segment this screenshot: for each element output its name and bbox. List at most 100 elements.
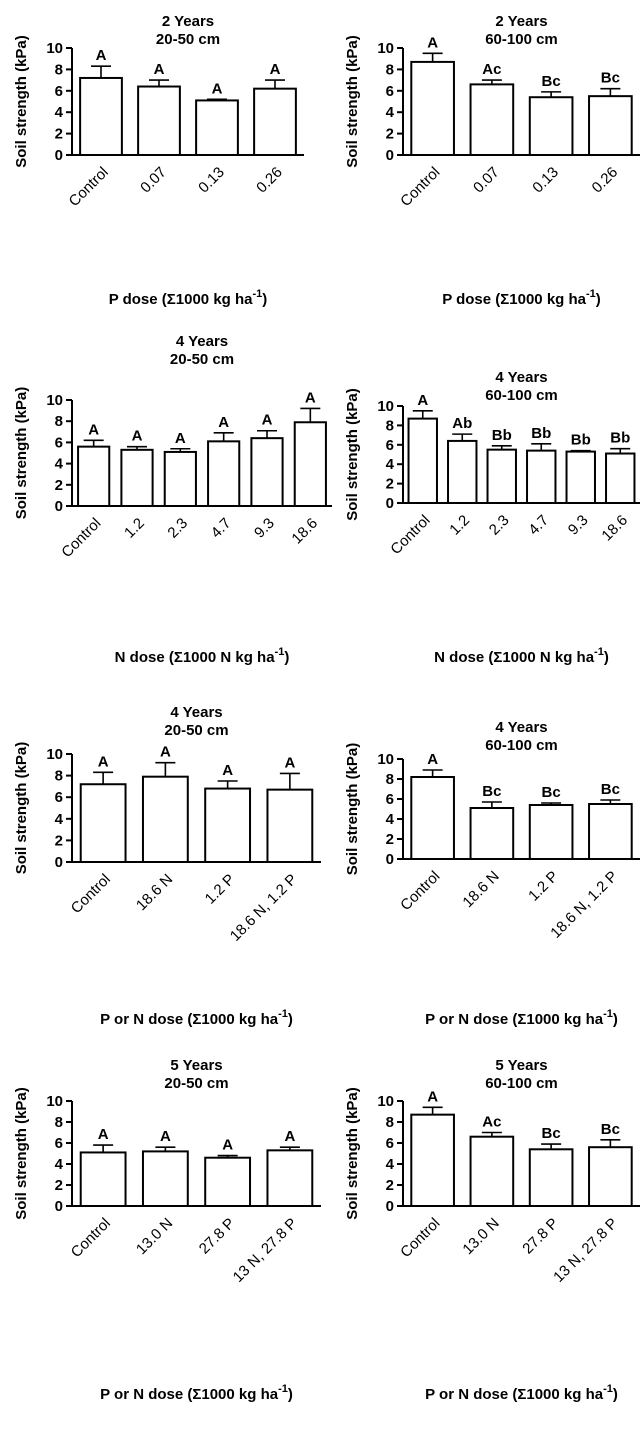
significance-letter: Bb bbox=[571, 432, 591, 449]
x-axis-label: P or N dose (Σ1000 kg ha-1) bbox=[425, 1383, 618, 1403]
y-tick-label: 8 bbox=[386, 61, 394, 78]
y-tick-label: 0 bbox=[55, 147, 63, 164]
y-tick-label: 4 bbox=[55, 811, 64, 828]
significance-letter: A bbox=[262, 412, 273, 429]
bar bbox=[469, 807, 515, 860]
x-tick-label: 1.2 P bbox=[525, 868, 562, 905]
significance-letter: Ac bbox=[482, 1114, 501, 1131]
x-tick-label: 4.7 bbox=[525, 512, 552, 539]
x-tick-label: 27.8 P bbox=[196, 1215, 239, 1258]
significance-letter: A bbox=[212, 80, 223, 97]
panel-subtitle: 20-50 cm bbox=[164, 722, 228, 739]
significance-letter: A bbox=[98, 1126, 109, 1143]
x-axis-label: P or N dose (Σ1000 kg ha-1) bbox=[100, 1008, 293, 1028]
y-tick-label: 4 bbox=[55, 1156, 64, 1173]
panel-title: 5 Years bbox=[495, 1057, 547, 1074]
bar bbox=[410, 60, 455, 156]
x-axis-label-exponent: -1 bbox=[603, 1008, 613, 1020]
significance-letter: A bbox=[98, 753, 109, 770]
y-axis-label: Soil strength (kPa) bbox=[344, 35, 361, 168]
x-tick-label: 0.26 bbox=[253, 164, 286, 197]
x-tick-label: 1.2 P bbox=[202, 871, 239, 908]
bar bbox=[447, 439, 478, 505]
significance-letter: A bbox=[305, 389, 316, 406]
y-tick-label: 6 bbox=[55, 1135, 63, 1152]
significance-letter: A bbox=[222, 1137, 233, 1154]
x-tick-label: 2.3 bbox=[164, 515, 191, 542]
x-tick-label: 0.13 bbox=[529, 164, 562, 197]
significance-letter: Bb bbox=[610, 430, 630, 447]
x-tick-label: Control bbox=[397, 1215, 443, 1261]
x-axis-label-close: ) bbox=[288, 1011, 293, 1028]
y-tick-label: 2 bbox=[55, 1177, 63, 1194]
y-tick-label: 10 bbox=[46, 1093, 63, 1110]
significance-letter: Bc bbox=[542, 1125, 561, 1142]
significance-letter: A bbox=[175, 430, 186, 447]
y-tick-label: 0 bbox=[55, 498, 63, 515]
panel-subtitle: 60-100 cm bbox=[485, 31, 558, 48]
y-tick-label: 0 bbox=[55, 854, 63, 871]
significance-letter: A bbox=[284, 1128, 295, 1145]
bar bbox=[407, 417, 438, 504]
panel-subtitle: 60-100 cm bbox=[485, 737, 558, 754]
bar bbox=[410, 776, 455, 860]
bar bbox=[253, 87, 297, 156]
significance-letter: A bbox=[427, 751, 438, 768]
panel-title: 4 Years bbox=[495, 369, 547, 386]
x-axis-label: P or N dose (Σ1000 kg ha-1) bbox=[100, 1383, 293, 1403]
bar bbox=[141, 1150, 189, 1208]
y-tick-label: 6 bbox=[386, 437, 394, 454]
x-tick-label: 0.07 bbox=[470, 164, 503, 197]
significance-letter: A bbox=[427, 1088, 438, 1105]
y-tick-label: 0 bbox=[386, 495, 394, 512]
significance-letter: Bc bbox=[542, 73, 561, 90]
x-axis-label-exponent: -1 bbox=[278, 1008, 288, 1020]
bar bbox=[588, 1146, 633, 1207]
x-axis-label-text: N dose (Σ1000 N kg ha bbox=[115, 649, 276, 666]
x-tick-label: Control bbox=[58, 515, 104, 561]
y-tick-label: 10 bbox=[46, 746, 63, 763]
y-tick-label: 2 bbox=[386, 1177, 394, 1194]
y-tick-label: 2 bbox=[386, 126, 394, 143]
y-tick-label: 8 bbox=[55, 1114, 63, 1131]
x-axis-label-exponent: -1 bbox=[278, 1383, 288, 1395]
x-axis-label-exponent: -1 bbox=[275, 646, 285, 658]
y-tick-label: 4 bbox=[55, 456, 64, 473]
y-tick-label: 4 bbox=[386, 104, 395, 121]
y-axis-label: Soil strength (kPa) bbox=[344, 1087, 361, 1220]
x-tick-label: 18.6 bbox=[288, 515, 321, 548]
bar bbox=[79, 76, 123, 156]
bar bbox=[293, 421, 327, 508]
panel-title: 5 Years bbox=[170, 1057, 222, 1074]
panel-title: 2 Years bbox=[162, 13, 214, 30]
significance-letter: Bc bbox=[542, 784, 561, 801]
x-axis-label-text: P dose (Σ1000 kg ha bbox=[442, 291, 586, 308]
bar bbox=[469, 1135, 515, 1207]
y-tick-label: 2 bbox=[55, 832, 63, 849]
significance-letter: A bbox=[427, 34, 438, 51]
significance-letter: A bbox=[270, 61, 281, 78]
x-axis-label-close: ) bbox=[262, 291, 267, 308]
x-axis-label-close: ) bbox=[596, 291, 601, 308]
y-tick-label: 10 bbox=[46, 392, 63, 409]
significance-letter: A bbox=[88, 421, 99, 438]
x-axis-label-close: ) bbox=[613, 1011, 618, 1028]
significance-letter: A bbox=[417, 392, 428, 409]
x-tick-label: 18.6 N bbox=[133, 871, 176, 914]
x-tick-label: 13 N, 27.8 P bbox=[230, 1215, 301, 1286]
x-tick-label: Control bbox=[387, 512, 433, 558]
significance-letter: A bbox=[160, 744, 171, 761]
x-tick-label: 18.6 N, 1.2 P bbox=[227, 871, 301, 945]
y-tick-label: 10 bbox=[377, 398, 394, 415]
x-axis-label-text: P or N dose (Σ1000 kg ha bbox=[425, 1011, 604, 1028]
y-tick-label: 6 bbox=[386, 83, 394, 100]
y-tick-label: 10 bbox=[377, 751, 394, 768]
panel-title: 4 Years bbox=[495, 719, 547, 736]
bar bbox=[410, 1113, 455, 1208]
bar bbox=[528, 804, 574, 860]
x-tick-label: Control bbox=[68, 871, 114, 917]
